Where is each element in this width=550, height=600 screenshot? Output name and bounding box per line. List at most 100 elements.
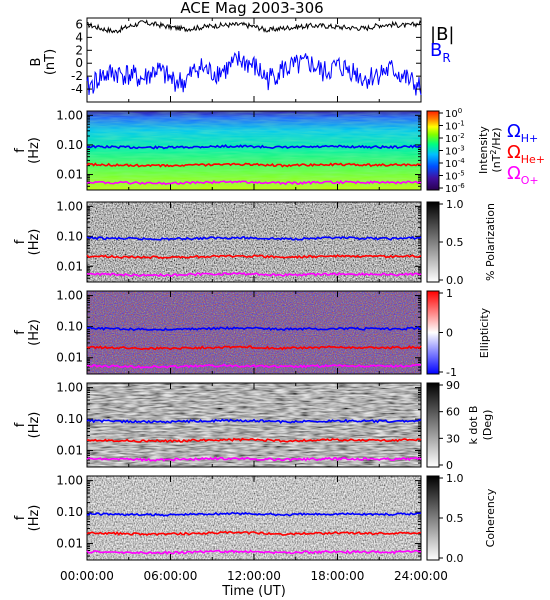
legend-bmag: |B| <box>430 24 454 45</box>
gyro-legend-O+: ΩO+ <box>507 163 539 187</box>
panel-polarization: 1.0 0.5 0.0 % Polarization <box>86 198 497 287</box>
intensity-colorbar-unit: (nT2/Hz) <box>489 127 503 172</box>
polarization-colorbar-ticks: 1.0 0.5 0.0 <box>439 198 464 287</box>
gyro-line-H <box>87 326 421 332</box>
coherency-colorbar-label: Coherency <box>484 488 497 547</box>
colorbar-tick-exp: -2 <box>458 132 465 140</box>
gyro-legend-sub: O+ <box>521 174 539 187</box>
f-tick-label: 0.10 <box>56 505 83 519</box>
colorbar-tick-label: 10-3 <box>445 145 465 158</box>
coherency-background <box>87 476 421 560</box>
colorbar-tick-exp: -1 <box>458 120 465 128</box>
gyro-line-O <box>86 179 422 186</box>
legend-br-main: B <box>430 40 442 61</box>
coherency-colorbar-ticks: 1.0 0.5 0.0 <box>439 472 464 565</box>
polarization-background <box>87 202 421 282</box>
x-axis-label: Time (UT) <box>221 584 286 599</box>
panel-coherency: 1.0 0.5 0.0 Coherency <box>86 472 497 565</box>
colorbar-tick-label: 1.0 <box>446 198 464 211</box>
intensity-colorbar-label: Intensity <box>477 126 490 174</box>
gyrofrequency-lines <box>86 144 422 556</box>
f-tick-label: 0.01 <box>56 259 83 273</box>
colorbar-tick-base: 10 <box>445 122 458 133</box>
f-tick-label: 0.01 <box>56 351 83 365</box>
colorbar-tick-base: 10 <box>445 134 458 145</box>
gyro-line-O <box>86 456 422 463</box>
colorbar-tick-label: 30 <box>446 432 460 445</box>
polarization-colorbar-label: % Polarization <box>484 203 497 281</box>
f-tick-label: 0.01 <box>56 537 83 551</box>
gyro-legend: ΩH+ΩHe+ΩO+ <box>507 121 545 187</box>
gyro-line-He <box>86 254 422 260</box>
ellipticity-blue-noise <box>87 291 421 374</box>
b-ylabel-unit: (nT) <box>43 49 58 75</box>
gyro-line-H <box>86 144 422 150</box>
colorbar-tick-label: 10-2 <box>445 132 465 145</box>
gyro-legend-symbol: Ω <box>507 121 521 142</box>
f-tick-label: 0.10 <box>56 138 83 152</box>
colorbar-tick-label: 0 <box>446 327 453 340</box>
colorbar-tick-label: 10-6 <box>445 182 465 195</box>
kdotb-colorbar <box>426 382 440 468</box>
kdotb-background <box>87 383 421 467</box>
b-y-tick-label: 2 <box>75 43 83 57</box>
f-axis-unit: (Hz) <box>27 137 42 164</box>
f-axis-unit: (Hz) <box>27 319 42 346</box>
x-tick-label: 18:00:00 <box>311 569 365 583</box>
f-tick-label: 1.00 <box>56 474 83 488</box>
colorbar-tick-label: 100 <box>445 107 462 120</box>
gyro-line-H <box>86 235 422 241</box>
spectral-axes: 1.000.100.01f (Hz)1.000.100.01f (Hz)1.000.… <box>13 18 422 561</box>
legend-br-sub: R <box>442 51 450 65</box>
b-y-tick-label: -2 <box>71 69 83 83</box>
colorbar-tick-label: 10-4 <box>445 157 465 170</box>
colorbar-tick-base: 10 <box>445 172 458 183</box>
colorbar-tick-label: 0.0 <box>446 274 464 287</box>
polarization-colorbar <box>426 201 440 283</box>
gyro-legend-sub: H+ <box>521 132 539 145</box>
f-axis-label: f <box>13 422 28 427</box>
colorbar-tick-base: 10 <box>445 147 458 158</box>
f-tick-label: 0.10 <box>56 229 83 243</box>
colorbar-tick-exp: 0 <box>458 107 462 115</box>
gyro-line-O <box>86 271 422 278</box>
panel-kdotb: 90 60 30 0 k dot B (Deg) <box>86 379 494 472</box>
gyro-line-H <box>86 418 422 425</box>
colorbar-tick-label: -1 <box>446 366 457 379</box>
b-y-tick-label: 6 <box>75 17 83 31</box>
coherency-colorbar <box>426 475 440 561</box>
gyro-legend-H+: ΩH+ <box>507 121 538 145</box>
intensity-unit-sup: 2 <box>489 149 498 154</box>
x-tick-label: 00:00:00 <box>60 569 114 583</box>
gyro-legend-symbol: Ω <box>507 142 521 163</box>
f-tick-label: 1.00 <box>56 199 83 213</box>
kdotb-colorbar-unit: (Deg) <box>481 410 494 441</box>
intensity-texture <box>87 111 421 190</box>
f-tick-label: 0.01 <box>56 444 83 458</box>
f-axis-label: f <box>13 515 28 520</box>
b-y-tick-label: 4 <box>75 30 83 44</box>
colorbar-tick-label: 10-1 <box>445 120 465 133</box>
gyro-line-H <box>86 511 422 517</box>
colorbar-tick-label: 10-5 <box>445 170 465 183</box>
f-axis-label: f <box>13 239 28 244</box>
intensity-unit-b: /Hz) <box>490 127 503 149</box>
f-tick-label: 0.10 <box>56 320 83 334</box>
f-axis-unit: (Hz) <box>27 412 42 439</box>
colorbar-tick-label: 0.5 <box>446 512 464 525</box>
gyro-line-He <box>86 345 422 351</box>
chart-title: ACE Mag 2003-306 <box>180 0 323 17</box>
gyro-line-He <box>86 437 422 443</box>
colorbar-tick-exp: -3 <box>458 145 465 153</box>
f-axis-unit: (Hz) <box>27 505 42 532</box>
colorbar-tick-exp: -6 <box>458 182 466 190</box>
colorbar-tick-base: 10 <box>445 159 458 170</box>
x-tick-label: 24:00:00 <box>394 569 448 583</box>
ellipticity-colorbar-label: Ellipticity <box>478 307 491 358</box>
